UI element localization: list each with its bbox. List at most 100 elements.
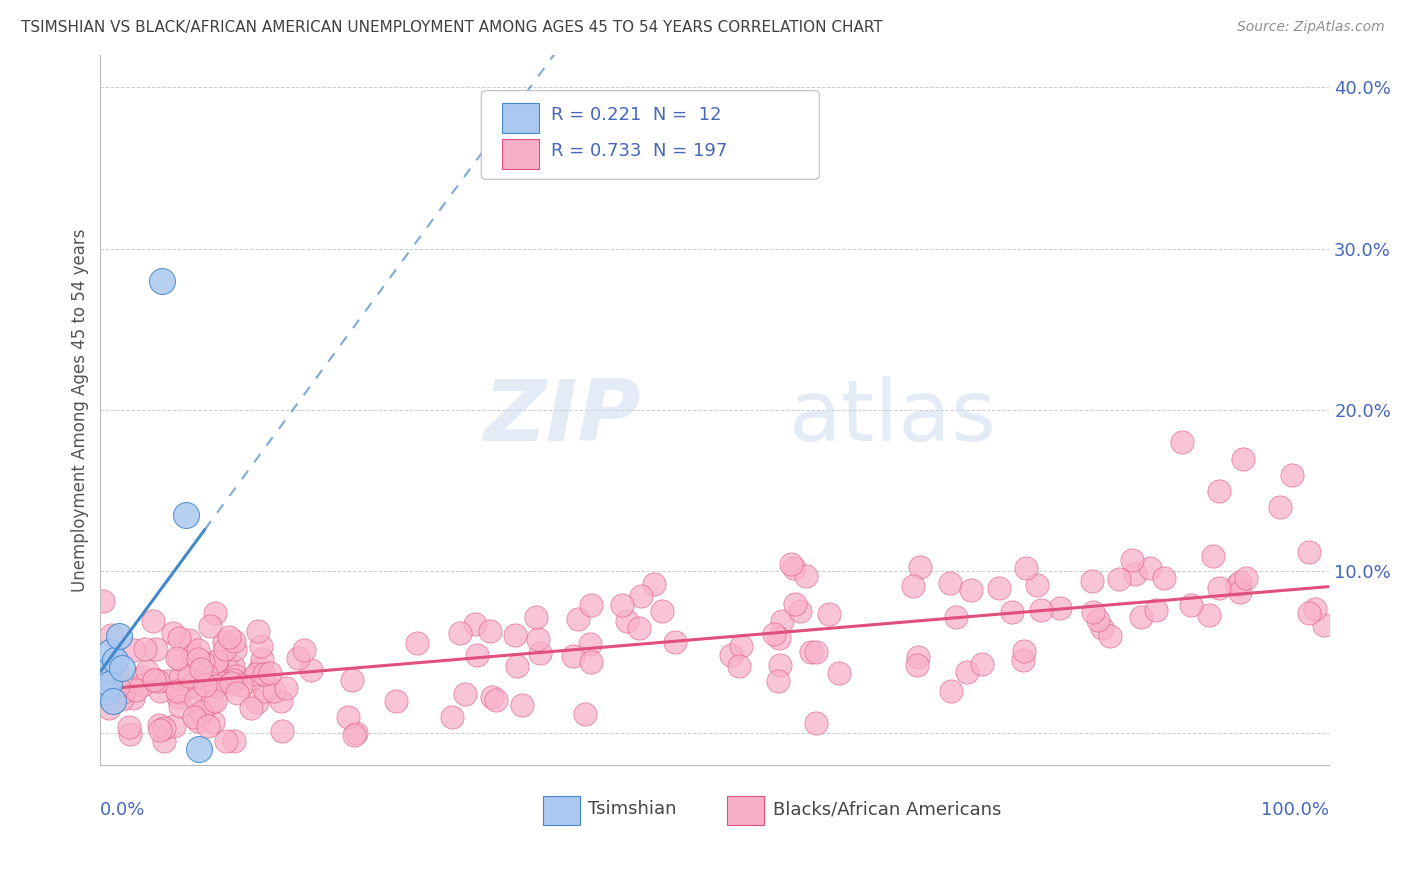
Point bbox=[478, 624, 501, 639]
Point bbox=[1153, 571, 1175, 585]
Text: Tsimshian: Tsimshian bbox=[588, 800, 676, 818]
Point bbox=[449, 626, 471, 640]
Point bbox=[505, 659, 527, 673]
Point bbox=[299, 663, 322, 677]
Point bbox=[1298, 606, 1320, 620]
Point bbox=[145, 642, 167, 657]
Point bbox=[1268, 500, 1291, 514]
Point bbox=[167, 632, 190, 646]
Point bbox=[503, 628, 526, 642]
Point bbox=[340, 673, 363, 688]
Point bbox=[1281, 467, 1303, 482]
Point bbox=[111, 661, 134, 675]
Point bbox=[780, 557, 803, 571]
Point bbox=[730, 639, 752, 653]
Point bbox=[343, 728, 366, 742]
Point bbox=[125, 682, 148, 697]
Point bbox=[1226, 577, 1249, 591]
Point bbox=[254, 684, 277, 698]
Point bbox=[200, 695, 222, 709]
Point bbox=[616, 614, 638, 628]
Point bbox=[385, 694, 408, 708]
Point bbox=[191, 655, 214, 669]
Point bbox=[1303, 602, 1326, 616]
Point bbox=[1202, 549, 1225, 563]
Point bbox=[179, 669, 201, 683]
Text: R = 0.221  N =  12: R = 0.221 N = 12 bbox=[551, 106, 721, 125]
Bar bbox=[502, 139, 538, 169]
Point bbox=[529, 646, 551, 660]
Point bbox=[987, 581, 1010, 595]
Point bbox=[1108, 572, 1130, 586]
Point bbox=[97, 661, 120, 675]
Point bbox=[1015, 561, 1038, 575]
Point bbox=[218, 631, 240, 645]
Point bbox=[135, 665, 157, 679]
Point bbox=[1123, 566, 1146, 581]
Point bbox=[1083, 605, 1105, 619]
Point bbox=[643, 577, 665, 591]
Point bbox=[162, 626, 184, 640]
Point bbox=[111, 691, 134, 706]
Point bbox=[111, 684, 134, 698]
Point bbox=[219, 675, 242, 690]
Point bbox=[202, 714, 225, 729]
Point bbox=[524, 609, 547, 624]
Text: Blacks/African Americans: Blacks/African Americans bbox=[772, 800, 1001, 818]
Point bbox=[131, 670, 153, 684]
Point bbox=[156, 673, 179, 688]
Text: 100.0%: 100.0% bbox=[1261, 801, 1329, 819]
Point bbox=[344, 726, 367, 740]
Point bbox=[201, 667, 224, 681]
Point bbox=[222, 673, 245, 688]
Point bbox=[167, 651, 190, 665]
Point bbox=[562, 649, 585, 664]
Point bbox=[148, 717, 170, 731]
Point bbox=[1081, 574, 1104, 589]
Point bbox=[93, 669, 115, 683]
Point bbox=[728, 658, 751, 673]
Point bbox=[117, 720, 139, 734]
Point bbox=[245, 667, 267, 681]
Point bbox=[1121, 553, 1143, 567]
Point bbox=[972, 657, 994, 672]
Point bbox=[1312, 618, 1334, 632]
Point bbox=[134, 642, 156, 657]
Point bbox=[187, 681, 209, 695]
Point bbox=[336, 710, 359, 724]
Point bbox=[215, 734, 238, 748]
Point bbox=[204, 654, 226, 668]
Point bbox=[1180, 599, 1202, 613]
Point bbox=[1001, 605, 1024, 619]
Point bbox=[1012, 644, 1035, 658]
Point bbox=[121, 691, 143, 706]
Point bbox=[441, 710, 464, 724]
Point bbox=[105, 665, 128, 680]
Point bbox=[785, 597, 807, 611]
Point bbox=[152, 722, 174, 736]
Point bbox=[222, 734, 245, 748]
Point bbox=[239, 701, 262, 715]
Point bbox=[131, 678, 153, 692]
Point bbox=[166, 684, 188, 698]
Point bbox=[1049, 601, 1071, 615]
Point bbox=[1171, 435, 1194, 450]
Point bbox=[205, 654, 228, 668]
Point bbox=[1146, 602, 1168, 616]
Point bbox=[194, 678, 217, 692]
Point bbox=[152, 734, 174, 748]
Point bbox=[169, 671, 191, 685]
Point bbox=[512, 698, 534, 713]
Point bbox=[574, 707, 596, 722]
Text: Source: ZipAtlas.com: Source: ZipAtlas.com bbox=[1237, 20, 1385, 34]
Text: 0.0%: 0.0% bbox=[100, 801, 146, 819]
Point bbox=[827, 666, 849, 681]
Point bbox=[177, 633, 200, 648]
Point bbox=[945, 609, 967, 624]
Point bbox=[242, 671, 264, 685]
Point bbox=[224, 642, 246, 657]
Point bbox=[939, 575, 962, 590]
Point bbox=[287, 651, 309, 665]
Point bbox=[762, 626, 785, 640]
Point bbox=[246, 696, 269, 710]
